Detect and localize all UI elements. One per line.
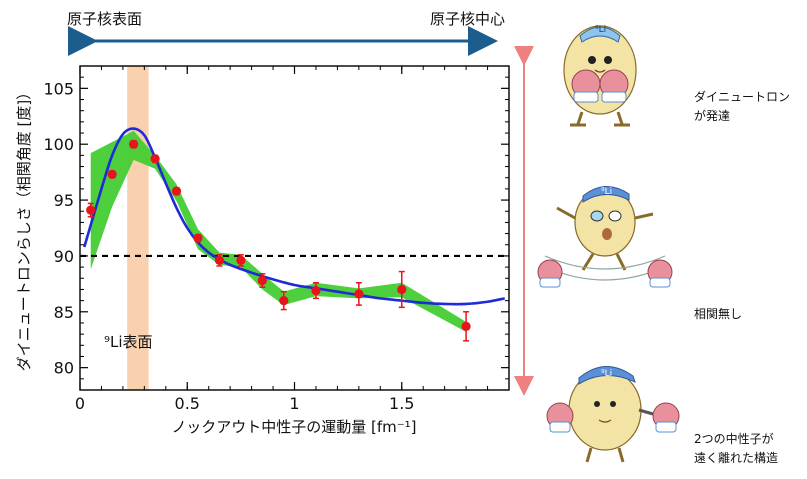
- x-axis-label: ノックアウト中性子の運動量 [fm⁻¹]: [172, 418, 417, 436]
- y-tick-label: 90: [54, 247, 74, 266]
- data-point: [214, 255, 225, 265]
- nucleus-surface-label: 原子核表面: [67, 10, 143, 28]
- data-point: [193, 233, 203, 243]
- dineutron-developed-label: ダイニュートロン が発達: [694, 88, 790, 126]
- y-tick-label: 105: [43, 79, 74, 98]
- data-point: [171, 186, 182, 196]
- nucleus-center-label: 原子核中心: [430, 10, 506, 28]
- x-tick-label: 1: [289, 394, 299, 413]
- bottom-left-neutron-illustration: [546, 402, 574, 433]
- data-point: [236, 255, 246, 265]
- left-neutron-illustration: [537, 259, 563, 288]
- svg-text:⁹Li: ⁹Li: [601, 369, 612, 379]
- separated-structure-line1: 2つの中性子が: [694, 432, 774, 446]
- data-point: [279, 296, 289, 306]
- data-point: [150, 154, 160, 164]
- dineutron-developed-line1: ダイニュートロン: [694, 90, 791, 104]
- data-point: [354, 289, 364, 299]
- svg-text:⁹Li: ⁹Li: [595, 25, 606, 35]
- data-point: [107, 169, 117, 179]
- y-tick-label: 85: [54, 303, 74, 322]
- x-tick-label: 0.5: [175, 394, 200, 413]
- separated-structure-label: 2つの中性子が 遠く離れた構造: [694, 430, 778, 468]
- uncorrelated-character-illustration: ⁹Li: [542, 186, 668, 281]
- svg-text:⁹Li: ⁹Li: [601, 187, 612, 197]
- data-point: [86, 205, 96, 215]
- data-point: [311, 285, 321, 296]
- x-tick-label: 0: [75, 394, 85, 413]
- dineutron-developed-line2: が発達: [694, 109, 731, 123]
- data-point: [397, 284, 407, 295]
- y-tick-label: 95: [54, 191, 74, 210]
- no-correlation-label: 相関無し: [694, 307, 743, 321]
- data-point: [257, 275, 267, 286]
- dineutron-character-illustration: ⁹Li: [563, 25, 637, 127]
- y-axis-label: ダイニュートロンらしさ（相関角度 [度]）: [15, 85, 33, 371]
- data-point: [129, 139, 139, 149]
- data-point: [461, 321, 471, 331]
- theory-curve: [83, 127, 505, 306]
- y-tick-label: 100: [43, 135, 74, 154]
- separated-structure-line2: 遠く離れた構造: [694, 451, 779, 465]
- uncertainty-band: [90, 130, 467, 332]
- y-tick-label: 80: [54, 359, 74, 378]
- surface-band-label: ⁹Li表面: [104, 333, 153, 351]
- right-neutron-illustration: [647, 259, 673, 288]
- x-tick-label: 1.5: [389, 394, 414, 413]
- bottom-right-neutron-illustration: [652, 402, 680, 433]
- plot-area-clip: [80, 66, 509, 390]
